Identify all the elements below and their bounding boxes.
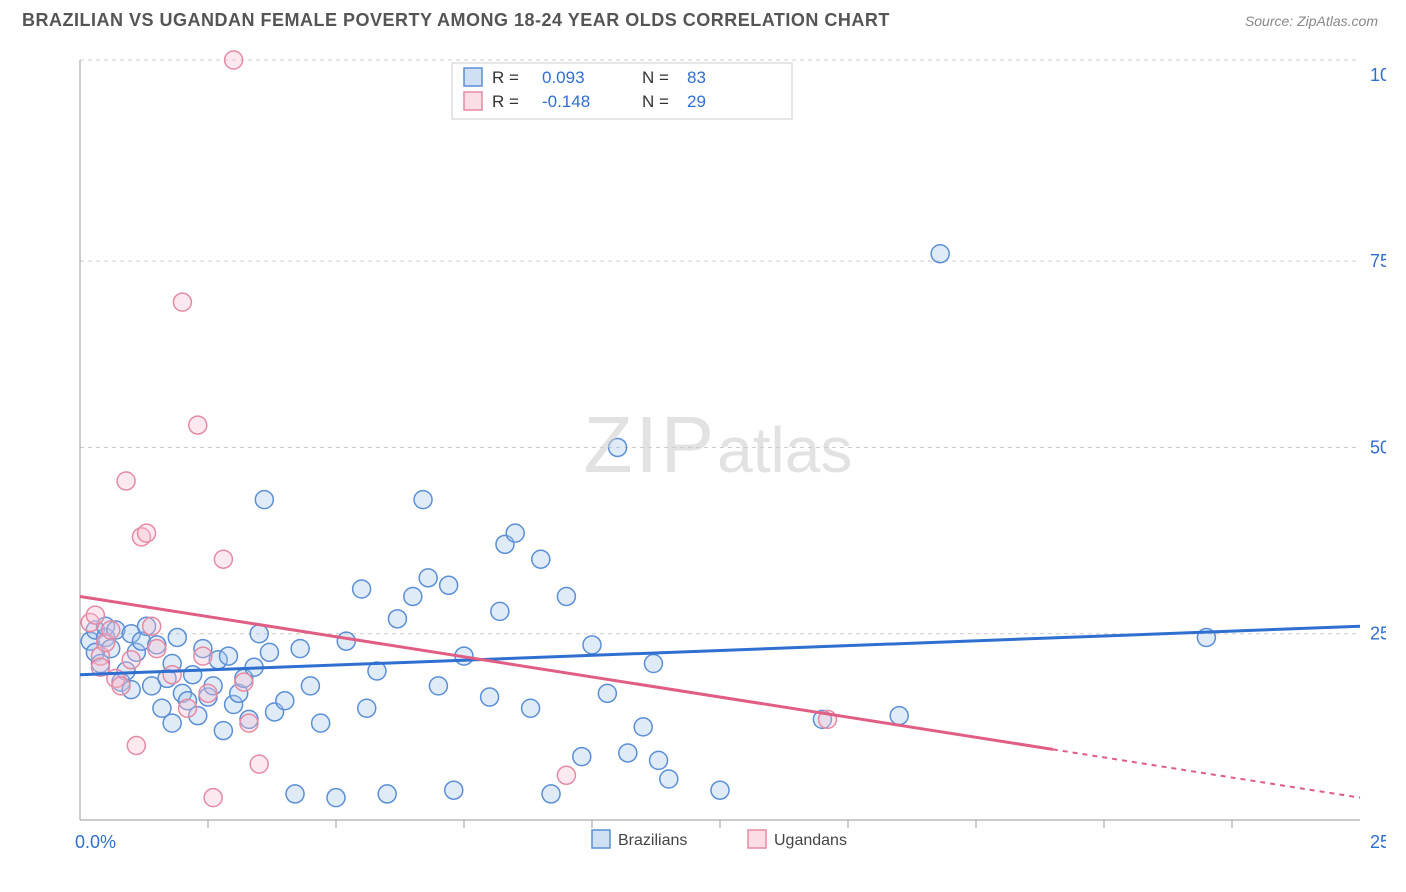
data-point xyxy=(225,51,243,69)
data-point xyxy=(634,718,652,736)
data-point xyxy=(419,569,437,587)
data-point xyxy=(378,785,396,803)
legend-swatch xyxy=(592,830,610,848)
svg-text:N =: N = xyxy=(642,68,669,87)
data-point xyxy=(557,766,575,784)
data-point xyxy=(619,744,637,762)
data-point xyxy=(522,699,540,717)
data-point xyxy=(276,692,294,710)
data-point xyxy=(148,640,166,658)
data-point xyxy=(163,666,181,684)
data-point xyxy=(138,524,156,542)
data-point xyxy=(250,625,268,643)
data-point xyxy=(388,610,406,628)
data-point xyxy=(429,677,447,695)
source-credit: Source: ZipAtlas.com xyxy=(1245,13,1378,29)
data-point xyxy=(163,714,181,732)
data-point xyxy=(286,785,304,803)
data-point xyxy=(542,785,560,803)
data-point xyxy=(86,606,104,624)
data-point xyxy=(204,789,222,807)
data-point xyxy=(250,755,268,773)
data-point xyxy=(102,621,120,639)
data-point xyxy=(440,576,458,594)
data-point xyxy=(532,550,550,568)
data-point xyxy=(660,770,678,788)
svg-text:0.093: 0.093 xyxy=(542,68,585,87)
data-point xyxy=(127,736,145,754)
data-point xyxy=(312,714,330,732)
data-point xyxy=(240,714,258,732)
legend-label: Ugandans xyxy=(774,832,847,849)
data-point xyxy=(168,628,186,646)
data-point xyxy=(235,673,253,691)
data-point xyxy=(184,666,202,684)
data-point xyxy=(327,789,345,807)
svg-text:29: 29 xyxy=(687,92,706,111)
data-point xyxy=(199,684,217,702)
data-point xyxy=(179,699,197,717)
svg-text:R =: R = xyxy=(492,92,519,111)
data-point xyxy=(122,651,140,669)
data-point xyxy=(557,587,575,605)
data-point xyxy=(650,751,668,769)
data-point xyxy=(189,416,207,434)
data-point xyxy=(219,647,237,665)
data-point xyxy=(194,647,212,665)
svg-text:50.0%: 50.0% xyxy=(1370,437,1386,457)
data-point xyxy=(414,491,432,509)
data-point xyxy=(337,632,355,650)
data-point xyxy=(255,491,273,509)
svg-text:N =: N = xyxy=(642,92,669,111)
data-point xyxy=(353,580,371,598)
data-point xyxy=(598,684,616,702)
data-point xyxy=(404,587,422,605)
data-point xyxy=(291,640,309,658)
data-point xyxy=(609,438,627,456)
data-point xyxy=(931,245,949,263)
scatter-chart: 25.0%50.0%75.0%100.0%0.0%25.0%Female Pov… xyxy=(50,45,1386,875)
data-point xyxy=(358,699,376,717)
svg-text:0.0%: 0.0% xyxy=(75,832,116,852)
data-point xyxy=(260,643,278,661)
data-point xyxy=(143,617,161,635)
data-point xyxy=(481,688,499,706)
data-point xyxy=(644,655,662,673)
data-point xyxy=(506,524,524,542)
data-point xyxy=(890,707,908,725)
trend-line-extrapolated xyxy=(1053,749,1360,797)
svg-text:83: 83 xyxy=(687,68,706,87)
data-point xyxy=(583,636,601,654)
data-point xyxy=(214,550,232,568)
data-point xyxy=(214,722,232,740)
data-point xyxy=(117,472,135,490)
legend-label: Brazilians xyxy=(618,832,687,849)
data-point xyxy=(301,677,319,695)
svg-text:R =: R = xyxy=(492,68,519,87)
svg-text:25.0%: 25.0% xyxy=(1370,624,1386,644)
data-point xyxy=(445,781,463,799)
chart-container: ZIPatlas 25.0%50.0%75.0%100.0%0.0%25.0%F… xyxy=(50,45,1386,845)
data-point xyxy=(112,677,130,695)
data-point xyxy=(711,781,729,799)
svg-text:75.0%: 75.0% xyxy=(1370,251,1386,271)
svg-text:25.0%: 25.0% xyxy=(1370,832,1386,852)
data-point xyxy=(491,602,509,620)
chart-title: BRAZILIAN VS UGANDAN FEMALE POVERTY AMON… xyxy=(22,10,890,31)
svg-text:-0.148: -0.148 xyxy=(542,92,590,111)
data-point xyxy=(173,293,191,311)
svg-text:100.0%: 100.0% xyxy=(1370,65,1386,85)
data-point xyxy=(573,748,591,766)
legend-swatch xyxy=(748,830,766,848)
